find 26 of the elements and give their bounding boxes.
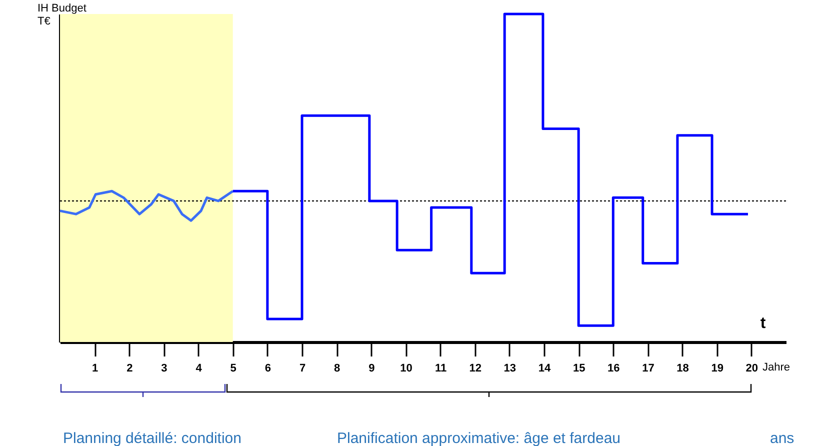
text: Planification approximative: âge et fardeau [337,430,621,446]
text: Planning détaillé: condition [63,430,242,446]
x-tick-label: 9 [368,362,375,374]
x-tick-label: 15 [572,362,586,374]
x-tick-label: 16 [608,362,620,374]
x-tick-label: 19 [711,362,724,374]
x-tick-label: 3 [161,362,168,374]
x-tick-label: 10 [400,362,412,374]
x-tick-label: 2 [126,362,133,374]
x-tick-label: 12 [469,362,482,374]
x-tick-label: 20 [746,362,758,374]
x-tick-label: 5 [230,362,236,374]
x-tick-label: 8 [334,362,340,374]
x-tick-label: 4 [196,362,203,374]
y-axis-title: IH Budget T€ [38,2,86,28]
x-tick-label: 13 [504,362,516,374]
x-tick-label: 11 [434,362,447,374]
x-tick-label: 6 [264,362,271,374]
text: ans [770,430,794,446]
x-tick-label: 1 [92,362,98,374]
x-tick-label: 17 [642,362,654,374]
annotation: t [760,315,766,332]
x-tick-label: 14 [538,362,552,374]
x-tick-label: 18 [676,362,689,374]
x-tick-label: 7 [299,362,306,374]
x-axis-title: Jahre [762,362,790,374]
